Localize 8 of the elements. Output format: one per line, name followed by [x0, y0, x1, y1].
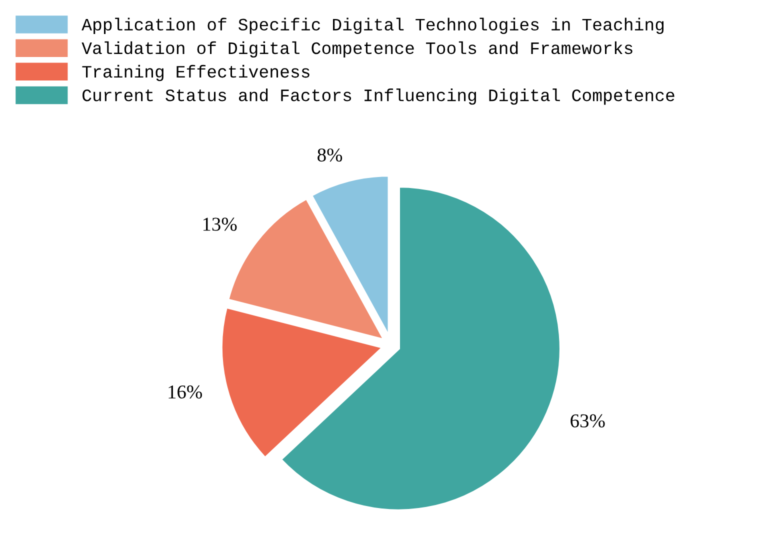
data-label: 63%: [570, 414, 605, 428]
legend-label: Training Effectiveness: [82, 64, 310, 82]
legend-label: Application of Specific Digital Technologies in Teaching: [82, 18, 664, 34]
data-label: 13%: [203, 218, 237, 231]
data-label: 16%: [168, 385, 202, 399]
legend-label: Validation of Digital Competence Tools and Frameworks: [82, 41, 632, 58]
data-label: 8%: [318, 148, 342, 162]
legend-label: Current Status and Factors Influencing Digital Competence: [82, 88, 674, 105]
